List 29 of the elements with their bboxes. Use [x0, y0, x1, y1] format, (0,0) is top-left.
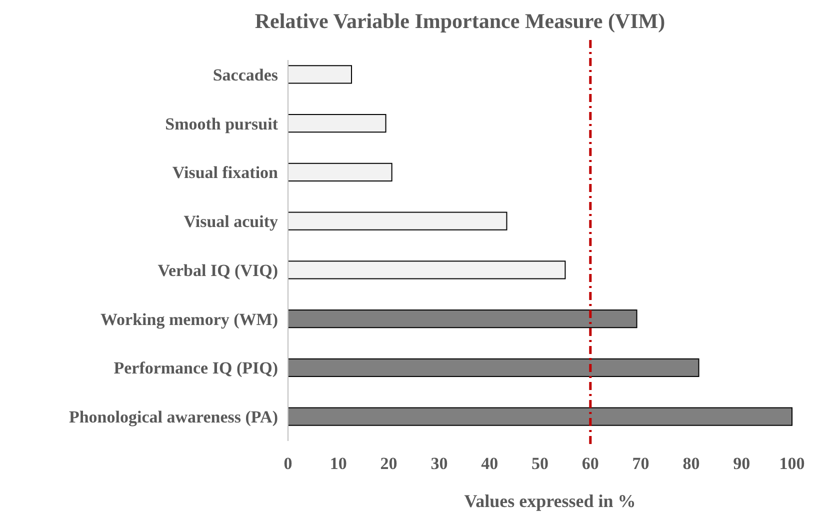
chart-title: Relative Variable Importance Measure (VIM) — [254, 9, 666, 33]
x-tick-label: 60 — [582, 454, 599, 473]
bar — [288, 162, 392, 182]
y-tick-label: Performance IQ (PIQ) — [114, 358, 278, 378]
x-tick-label: 80 — [682, 454, 700, 473]
x-axis-title: Values expressed in % — [464, 491, 636, 511]
bar — [288, 358, 700, 377]
x-tick-label: 20 — [380, 454, 398, 473]
x-tick-label: 50 — [532, 454, 548, 473]
x-tick-label: 100 — [779, 454, 805, 473]
bar — [288, 310, 638, 328]
y-tick-label: Visual fixation — [172, 163, 279, 182]
y-tick-label: Working memory (WM) — [100, 310, 278, 329]
bar — [288, 212, 508, 230]
x-tick-label: 10 — [330, 454, 347, 473]
x-tick-label: 40 — [481, 454, 498, 473]
y-tick-label: Phonological awareness (PA) — [68, 408, 278, 427]
y-tick-label: Visual acuity — [184, 212, 278, 232]
x-tick-label: 0 — [284, 454, 292, 473]
y-tick-label: Smooth pursuit — [165, 114, 278, 134]
y-tick-label: Verbal IQ (VIQ) — [158, 260, 278, 280]
x-tick-label: 90 — [733, 454, 750, 473]
y-tick-label: Saccades — [212, 65, 278, 84]
bar — [288, 65, 352, 84]
bar — [288, 260, 566, 280]
bar — [288, 114, 386, 133]
x-tick-label: 70 — [632, 454, 650, 473]
x-tick-label: 30 — [430, 454, 448, 473]
bar — [288, 407, 792, 426]
